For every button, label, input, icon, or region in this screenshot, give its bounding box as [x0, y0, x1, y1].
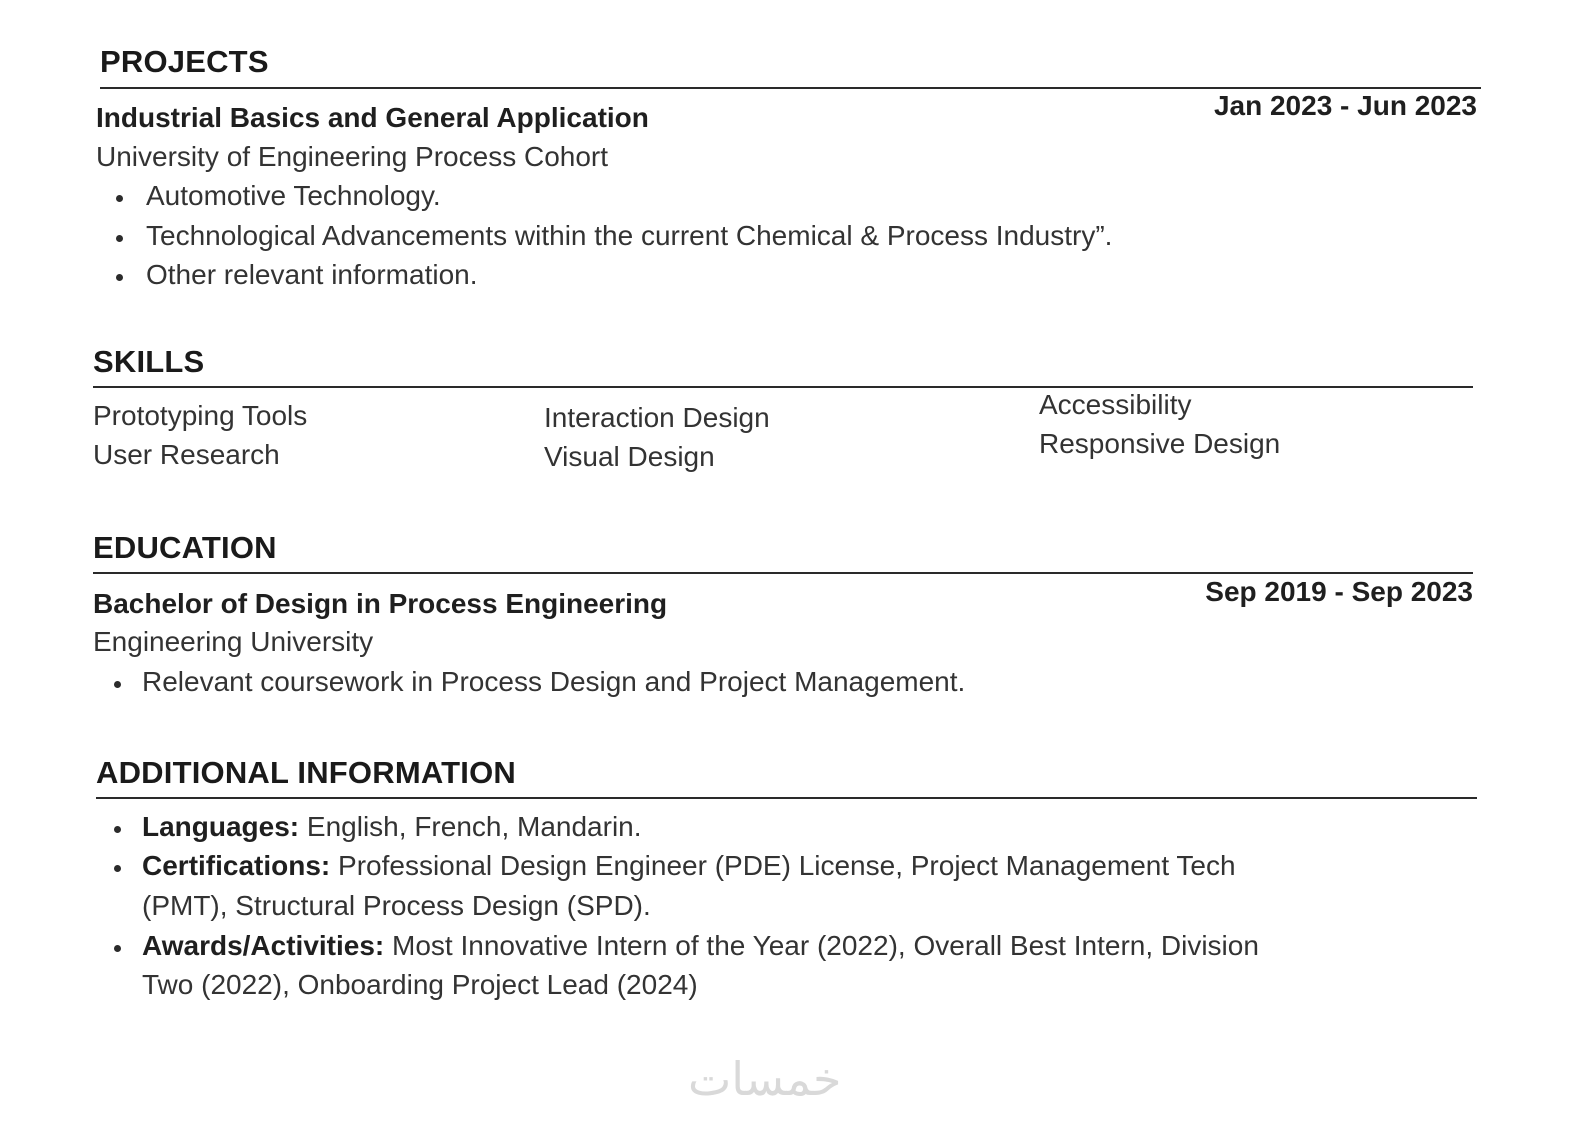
projects-heading: PROJECTS: [100, 44, 269, 79]
project-organization: University of Engineering Process Cohort: [96, 141, 609, 172]
info-item-languages: Languages: English, French, Mandarin.: [142, 811, 642, 843]
skill-item: Responsive Design: [1039, 428, 1281, 459]
additional-heading: ADDITIONAL INFORMATION: [96, 755, 516, 790]
education-bullet: Relevant coursework in Process Design an…: [142, 666, 966, 697]
bullet-icon: [114, 865, 121, 872]
education-divider: [93, 572, 1473, 574]
projects-divider: [100, 87, 1481, 89]
bullet-icon: [116, 235, 123, 242]
skills-heading: SKILLS: [93, 344, 205, 379]
skill-item: Prototyping Tools: [93, 400, 308, 431]
info-label: Awards/Activities:: [142, 930, 385, 961]
project-dates: Jan 2023 - Jun 2023: [1213, 90, 1477, 121]
project-title: Industrial Basics and General Applicatio…: [96, 102, 649, 133]
project-bullet: Technological Advancements within the cu…: [146, 220, 1113, 251]
watermark-logo: خمسات: [688, 1052, 842, 1106]
info-text-continued: Two (2022), Onboarding Project Lead (202…: [142, 969, 698, 1000]
bullet-icon: [114, 826, 121, 833]
info-item-awards: Awards/Activities: Most Innovative Inter…: [142, 930, 1259, 962]
info-text: English, French, Mandarin.: [306, 811, 642, 842]
info-text: Professional Design Engineer (PDE) Licen…: [338, 850, 1236, 881]
info-text: Most Innovative Intern of the Year (2022…: [392, 930, 1259, 961]
skill-item: Interaction Design: [544, 402, 770, 433]
info-label: Languages:: [142, 811, 300, 842]
info-item-certifications: Certifications: Professional Design Engi…: [142, 850, 1236, 882]
school-name: Engineering University: [93, 626, 374, 657]
education-dates: Sep 2019 - Sep 2023: [1205, 576, 1473, 607]
skill-item: Visual Design: [544, 441, 715, 472]
bullet-icon: [114, 681, 121, 688]
skill-item: Accessibility: [1039, 389, 1192, 420]
education-heading: EDUCATION: [93, 530, 277, 565]
bullet-icon: [116, 195, 123, 202]
project-bullet: Other relevant information.: [146, 259, 478, 290]
skill-item: User Research: [93, 439, 280, 470]
degree-title: Bachelor of Design in Process Engineerin…: [93, 588, 668, 619]
bullet-icon: [114, 945, 121, 952]
info-text-continued: (PMT), Structural Process Design (SPD).: [142, 890, 651, 921]
info-label: Certifications:: [142, 850, 331, 881]
bullet-icon: [116, 274, 123, 281]
project-bullet: Automotive Technology.: [146, 180, 441, 211]
additional-divider: [96, 797, 1477, 799]
skills-divider: [93, 386, 1473, 388]
